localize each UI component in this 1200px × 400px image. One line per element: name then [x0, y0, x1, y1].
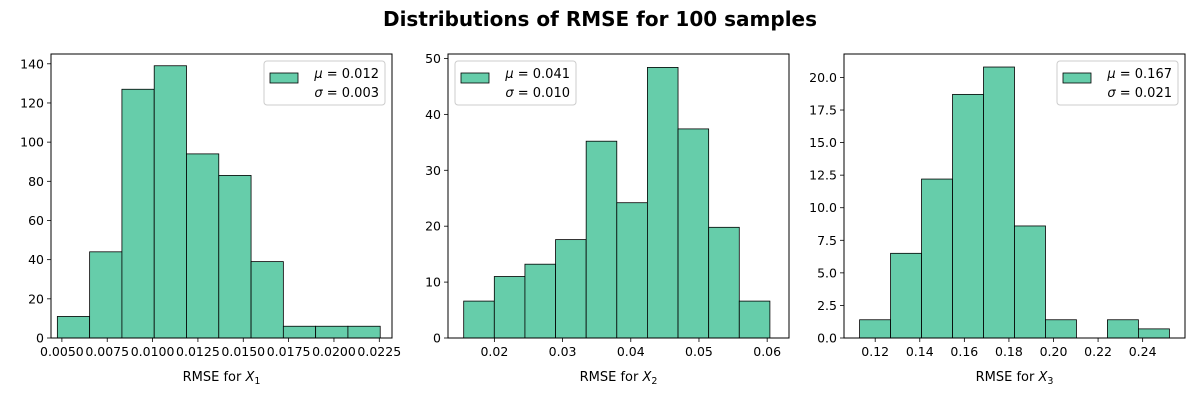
x-tick-label: 0.22: [1084, 344, 1112, 359]
x-tick-label: 0.24: [1129, 344, 1157, 359]
x-tick-label: 0.16: [950, 344, 978, 359]
x-tick-label: 0.0075: [85, 344, 129, 359]
figure-title: Distributions of RMSE for 100 samples: [383, 7, 817, 31]
histogram-bar: [186, 153, 220, 339]
x-tick-label: 0.05: [685, 344, 713, 359]
legend: μ = 0.167 σ = 0.021: [1056, 60, 1179, 106]
legend-swatch: [460, 72, 490, 84]
histogram-bar: [859, 319, 891, 339]
y-tick-label: 2.5: [817, 298, 837, 313]
y-tick-label: 20: [28, 291, 44, 306]
histogram-bar: [616, 202, 648, 339]
axes-frame: [50, 53, 393, 339]
histogram-bar: [921, 178, 953, 339]
histogram-bar: [218, 175, 252, 339]
histogram-bar: [493, 276, 526, 339]
histogram-bar: [1107, 319, 1139, 339]
x-tick-label: 0.0225: [357, 344, 401, 359]
legend-sigma: σ = 0.010: [505, 86, 570, 101]
legend-box: [263, 60, 386, 106]
legend-sigma: σ = 0.021: [1107, 86, 1172, 101]
y-tick-label: 0.0: [817, 331, 837, 346]
x-tick-label: 0.18: [995, 344, 1023, 359]
legend: μ = 0.041 σ = 0.010: [454, 60, 577, 106]
histogram-bar: [315, 325, 349, 339]
legend: μ = 0.012 σ = 0.003: [263, 60, 386, 106]
legend-mu: μ = 0.012: [313, 67, 379, 82]
chart-panel-1: 0.0050 0.0075 0.0100 0.0125 0.0150 0.0175 0.02…: [20, 53, 401, 387]
y-tick-label: 60: [28, 213, 44, 228]
y-tick-label: 80: [28, 174, 44, 189]
x-tick-label: 0.06: [753, 344, 781, 359]
histogram-bar: [250, 261, 284, 339]
x-tick-label: 0.03: [549, 344, 577, 359]
histogram-bar: [463, 300, 495, 339]
histogram-bar: [1138, 328, 1170, 339]
y-tick-label: 5.0: [817, 265, 837, 280]
y-tick-label: 20.0: [809, 70, 837, 85]
x-tick-label: 0.20: [1040, 344, 1068, 359]
histogram-bar: [952, 93, 984, 339]
y-tick-label: 50: [425, 51, 441, 66]
y-tick-label: 10: [425, 275, 441, 290]
y-tick-label: 100: [20, 135, 44, 150]
x-tick-label: 0.0200: [312, 344, 356, 359]
y-tick-label: 20: [425, 219, 441, 234]
y-tick-label: 17.5: [809, 103, 837, 118]
x-tick-label: 0.0125: [176, 344, 220, 359]
x-tick-label: 0.04: [617, 344, 645, 359]
legend-box: [454, 60, 577, 106]
x-tick-label: 0.12: [861, 344, 889, 359]
y-tick-label: 7.5: [817, 233, 837, 248]
histogram-bar: [890, 252, 922, 339]
histogram-bar: [677, 128, 710, 339]
y-tick-label: 40: [28, 252, 44, 267]
x-tick-label: 0.0100: [131, 344, 175, 359]
axes-frame: [843, 53, 1186, 339]
histogram-bar: [282, 325, 317, 339]
histogram-bar: [555, 239, 587, 339]
legend-swatch: [1062, 72, 1092, 84]
histogram-bar: [983, 66, 1015, 339]
histogram-bar: [1014, 225, 1046, 339]
y-tick-label: 10.0: [809, 200, 837, 215]
x-axis-label: RMSE for X2: [580, 370, 658, 387]
histogram-bar: [347, 325, 381, 339]
legend-swatch: [269, 72, 299, 84]
histogram-bar: [647, 67, 679, 339]
histogram-bar: [1045, 319, 1077, 339]
x-tick-label: 0.02: [480, 344, 508, 359]
histogram-bar: [56, 316, 91, 339]
y-tick-label: 12.5: [809, 168, 837, 183]
y-tick-label: 0: [433, 331, 441, 346]
x-tick-label: 0.0150: [221, 344, 265, 359]
legend-mu: μ = 0.167: [1106, 67, 1172, 82]
chart-panel-2: 0.02 0.03 0.04 0.05 0.06 0 10 20 30 40 50 RMSE for …: [425, 51, 790, 387]
histogram-bar: [89, 251, 123, 339]
x-axis-label: RMSE for X3: [976, 370, 1054, 387]
histogram-bar: [738, 300, 771, 339]
histogram-bar: [153, 65, 187, 339]
y-tick-label: 40: [425, 107, 441, 122]
y-tick-label: 15.0: [809, 135, 837, 150]
y-tick-label: 140: [20, 56, 44, 71]
x-axis-label: RMSE for X1: [183, 370, 261, 387]
histogram-bar: [585, 140, 618, 339]
histogram-bar: [708, 226, 740, 339]
y-tick-label: 30: [425, 163, 441, 178]
legend-mu: μ = 0.041: [504, 67, 570, 82]
axes-frame: [447, 53, 790, 339]
x-tick-label: 0.14: [906, 344, 934, 359]
histogram-bar: [121, 88, 155, 339]
chart-panel-3: 0.12 0.14 0.16 0.18 0.20 0.22 0.24 0.0 2.5 5.0 7.5…: [809, 53, 1186, 387]
y-tick-label: 120: [20, 95, 44, 110]
y-tick-label: 0: [36, 331, 44, 346]
x-tick-label: 0.0175: [267, 344, 311, 359]
legend-sigma: σ = 0.003: [314, 86, 379, 101]
histogram-bar: [524, 263, 556, 339]
x-tick-label: 0.0050: [40, 344, 84, 359]
legend-box: [1056, 60, 1179, 106]
